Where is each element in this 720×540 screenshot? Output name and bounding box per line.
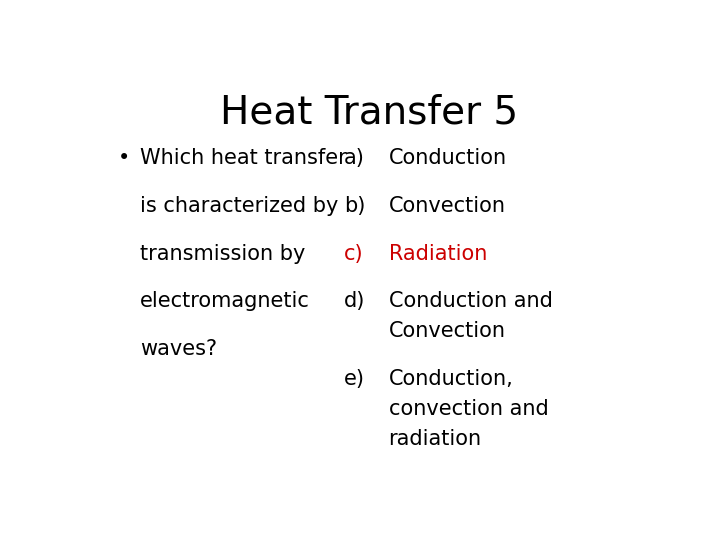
Text: •: • [118, 148, 130, 168]
Text: is characterized by: is characterized by [140, 196, 338, 216]
Text: e): e) [344, 369, 365, 389]
Text: a): a) [344, 148, 365, 168]
Text: electromagnetic: electromagnetic [140, 292, 310, 312]
Text: Which heat transfer: Which heat transfer [140, 148, 347, 168]
Text: b): b) [344, 196, 365, 216]
Text: radiation: radiation [389, 429, 482, 449]
Text: Convection: Convection [389, 321, 505, 341]
Text: Conduction and: Conduction and [389, 292, 552, 312]
Text: Convection: Convection [389, 196, 505, 216]
Text: Conduction: Conduction [389, 148, 507, 168]
Text: waves?: waves? [140, 339, 217, 359]
Text: transmission by: transmission by [140, 244, 305, 264]
Text: d): d) [344, 292, 365, 312]
Text: convection and: convection and [389, 399, 549, 419]
Text: Conduction,: Conduction, [389, 369, 513, 389]
Text: Heat Transfer 5: Heat Transfer 5 [220, 94, 518, 132]
Text: c): c) [344, 244, 364, 264]
Text: Radiation: Radiation [389, 244, 487, 264]
